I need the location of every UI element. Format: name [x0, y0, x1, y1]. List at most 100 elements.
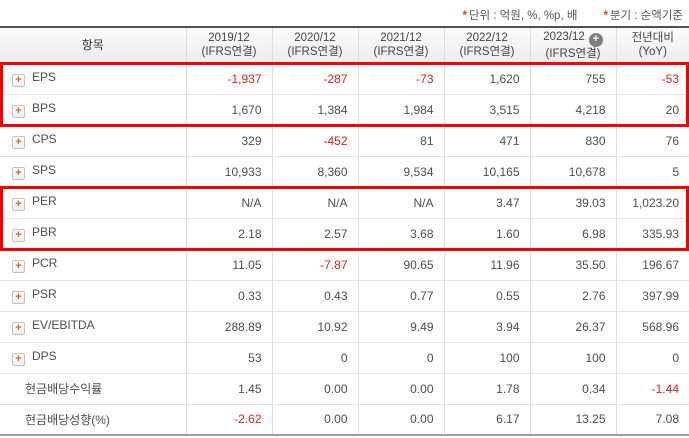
standard-label: (IFRS연결) — [287, 46, 343, 59]
expand-row-icon[interactable]: + — [12, 136, 25, 149]
value-cell: 1,023.20 — [615, 186, 689, 218]
column-header-2020: 2020/12 (IFRS연결) — [271, 27, 358, 64]
expand-row-icon[interactable]: + — [12, 167, 25, 180]
expand-row-icon[interactable]: + — [12, 74, 25, 87]
row-label-cell: + PCR — [0, 248, 186, 280]
period-label: 2023/12 — [543, 30, 585, 43]
value-cell: 0.77 — [357, 279, 444, 311]
value-cell: 2.76 — [529, 279, 616, 311]
row-label-cell: + BPS — [0, 93, 186, 125]
column-header-2021: 2021/12 (IFRS연결) — [357, 27, 444, 64]
row-label: PER — [32, 194, 57, 208]
value-cell: 0 — [615, 341, 689, 373]
row-label: DPS — [32, 349, 57, 363]
value-cell: 0 — [357, 341, 444, 373]
period-label-with-icon: 2023/12 + — [531, 30, 616, 47]
value-cell: 0.00 — [357, 372, 444, 404]
column-header-item: 항목 — [0, 27, 186, 64]
table-row: + DPS 53 0 0 100 100 0 — [0, 341, 689, 373]
value-cell: 6.17 — [443, 403, 530, 435]
value-cell: 53 — [185, 341, 272, 373]
value-cell: 3.47 — [443, 186, 530, 218]
value-cell: 1.45 — [185, 372, 272, 404]
expand-row-icon[interactable]: + — [12, 198, 25, 211]
value-cell: 10,165 — [443, 155, 530, 187]
value-cell: 10.92 — [271, 310, 358, 342]
expand-row-icon[interactable]: + — [12, 291, 25, 304]
expand-row-icon[interactable]: + — [12, 260, 25, 273]
value-cell: 11.05 — [185, 248, 272, 280]
value-cell: 39.03 — [529, 186, 616, 218]
table-row: + BPS 1,670 1,384 1,984 3,515 4,218 20 — [0, 93, 689, 125]
table-row: 현금배당성향(%) -2.62 0.00 0.00 6.17 13.25 7.08 — [0, 403, 689, 435]
value-cell: 9,534 — [357, 155, 444, 187]
row-label: EPS — [32, 70, 57, 84]
expand-row-icon[interactable]: + — [12, 322, 25, 335]
period-label: 전년대비 — [631, 31, 674, 44]
unit-note: * 단위 : 억원, %, %p, 배 * 분기 : 순액기준 — [0, 0, 689, 26]
table-row: + PCR 11.05 -7.87 90.65 11.96 35.50 196.67 — [0, 248, 689, 280]
table-row: + CPS 329 -452 81 471 830 76 — [0, 124, 689, 156]
financial-ratio-table: 항목 2019/12 (IFRS연결) 2020/12 (IFRS연결) 202… — [0, 26, 689, 436]
value-cell: 0.55 — [443, 279, 530, 311]
row-label: PBR — [32, 225, 57, 239]
value-cell: 196.67 — [615, 248, 689, 280]
value-cell: 471 — [443, 124, 530, 156]
value-cell: 1,670 — [185, 93, 272, 125]
value-cell: 81 — [357, 124, 444, 156]
value-cell: -73 — [357, 63, 444, 94]
value-cell: 0 — [271, 341, 358, 373]
row-label-cell: + SPS — [0, 155, 186, 187]
value-cell: 35.50 — [529, 248, 616, 280]
value-cell: -1.44 — [615, 372, 689, 404]
expand-row-icon[interactable]: + — [12, 229, 25, 242]
value-cell: 3.94 — [443, 310, 530, 342]
value-cell: 5 — [615, 155, 689, 187]
add-column-icon[interactable]: + — [588, 32, 603, 47]
value-cell: -2.62 — [185, 403, 272, 435]
column-header-2022: 2022/12 (IFRS연결) — [443, 27, 530, 64]
expand-row-icon[interactable]: + — [12, 105, 25, 118]
value-cell: 7.08 — [615, 403, 689, 435]
basis-note-text: 분기 : 순액기준 — [609, 10, 683, 22]
value-cell: -452 — [271, 124, 358, 156]
expand-row-icon[interactable]: + — [12, 353, 25, 366]
standard-label: (IFRS연결) — [373, 46, 429, 59]
row-label: BPS — [32, 101, 57, 115]
value-cell: 13.25 — [529, 403, 616, 435]
value-cell: -53 — [615, 63, 689, 94]
value-cell: 1,984 — [357, 93, 444, 125]
standard-label: (YoY) — [638, 46, 667, 59]
value-cell: 329 — [185, 124, 272, 156]
value-cell: N/A — [185, 186, 272, 218]
row-label-cell: + EPS — [0, 63, 186, 94]
period-label: 2020/12 — [294, 31, 336, 44]
value-cell: 6.98 — [529, 217, 616, 249]
value-cell: 9.49 — [357, 310, 444, 342]
ratio-table: 항목 2019/12 (IFRS연결) 2020/12 (IFRS연결) 202… — [0, 26, 689, 436]
value-cell: 830 — [529, 124, 616, 156]
row-label-cell: 현금배당성향(%) — [0, 403, 186, 435]
row-label: 현금배당성향(%) — [25, 412, 110, 427]
header-row: 항목 2019/12 (IFRS연결) 2020/12 (IFRS연결) 202… — [0, 27, 689, 64]
table-row: + EPS -1,937 -287 -73 1,620 755 -53 — [0, 63, 689, 94]
value-cell: 397.99 — [615, 279, 689, 311]
value-cell: 2.18 — [185, 217, 272, 249]
value-cell: N/A — [357, 186, 444, 218]
row-label-cell: + PSR — [0, 279, 186, 311]
value-cell: 568.96 — [615, 310, 689, 342]
value-cell: 76 — [615, 124, 689, 156]
unit-note-item: * 단위 : 억원, %, %p, 배 — [462, 7, 577, 23]
value-cell: 0.33 — [185, 279, 272, 311]
table-row: + PBR 2.18 2.57 3.68 1.60 6.98 335.93 — [0, 217, 689, 249]
value-cell: 755 — [529, 63, 616, 94]
value-cell: 1.78 — [443, 372, 530, 404]
asterisk-marker: * — [603, 10, 608, 22]
value-cell: 4,218 — [529, 93, 616, 125]
row-label-cell: 현금배당수익률 — [0, 372, 186, 404]
value-cell: 10,678 — [529, 155, 616, 187]
period-label: 2021/12 — [380, 31, 422, 44]
value-cell: 8,360 — [271, 155, 358, 187]
value-cell: 2.57 — [271, 217, 358, 249]
